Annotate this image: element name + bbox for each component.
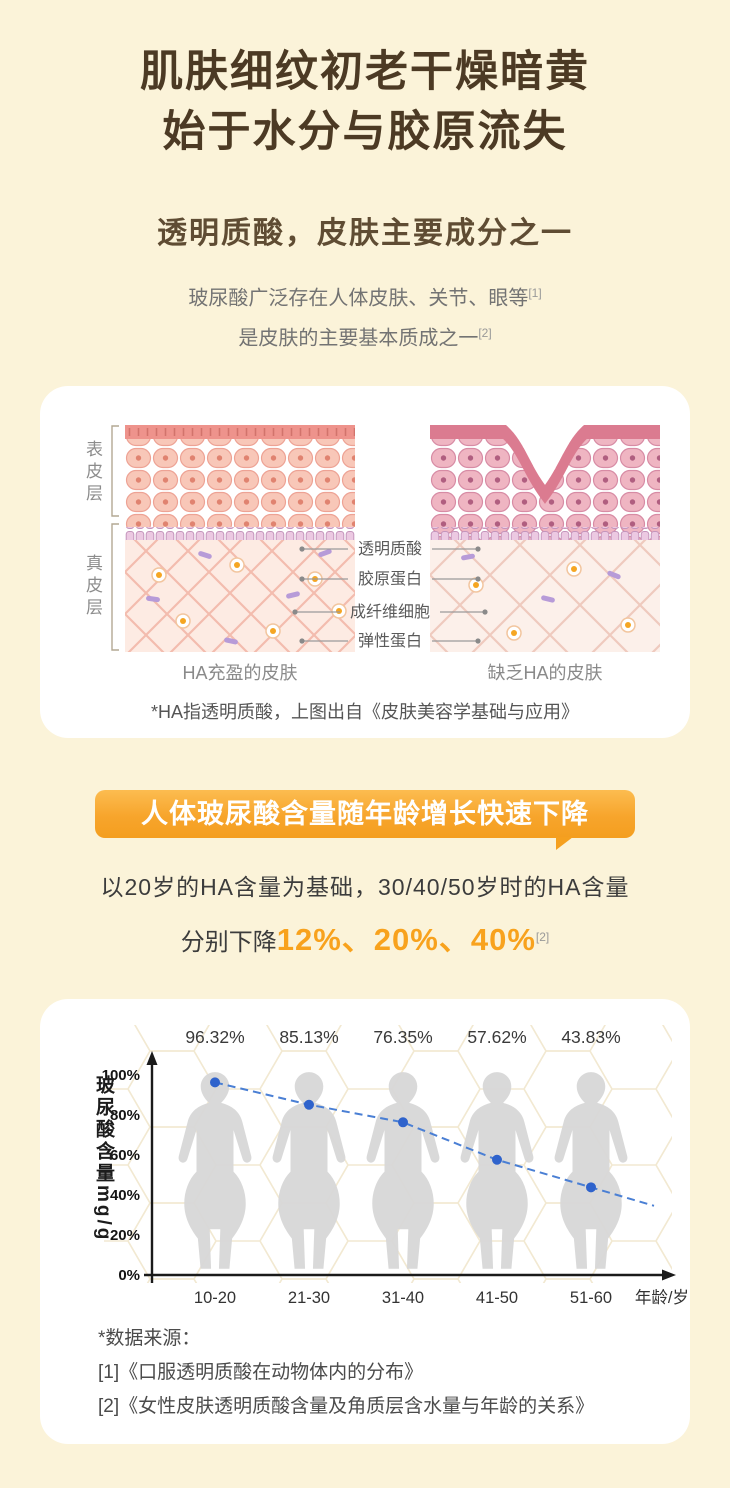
ha-deficient-skin-diagram (430, 424, 660, 652)
desc-line2-ref: [2] (478, 326, 492, 341)
fibroblast-cores (473, 565, 631, 636)
point-value-label: 76.35% (373, 1027, 432, 1047)
page-title: 肌肤细纹初老干燥暗黄 始于水分与胶原流失 (0, 42, 730, 162)
healthy-skin-diagram (125, 424, 355, 652)
skin-diagram-card: 表皮层 真皮层 (40, 385, 690, 738)
x-category-label: 10-20 (194, 1289, 236, 1307)
data-point (586, 1182, 596, 1193)
desc-line2: 是皮肤的主要基本质成之一 (238, 327, 479, 350)
right-diagram-caption: 缺乏HA的皮肤 (487, 663, 602, 683)
y-tick-label: 20% (110, 1227, 140, 1244)
basal-layer (430, 526, 660, 540)
elastin-rods (146, 548, 332, 645)
point-value-label: 57.62% (467, 1027, 526, 1047)
ha-decline-chart: 0% 20% 40% 60% 80% 100% 96.32% 85.13% 76.35% 57.6… (102, 1024, 689, 1307)
layer-brackets (111, 424, 119, 651)
x-category-label: 41-50 (476, 1289, 518, 1307)
x-category-label: 51-60 (570, 1289, 612, 1307)
epidermis-layer-label: 表皮层 (83, 439, 102, 506)
section-subtitle: 透明质酸，皮肤主要成分之一 (157, 217, 573, 251)
label-collagen: 胶原蛋白 (358, 570, 422, 588)
skin-comparison-diagram: 透明质酸 胶原蛋白 成纤维细胞 弹性蛋白 HA充盈的皮肤 缺乏HA的皮肤 (111, 424, 660, 683)
feature-connector-lines (295, 548, 485, 642)
elastin-rods (461, 553, 621, 603)
x-category-label: 21-30 (288, 1289, 330, 1307)
y-axis-arrow (146, 1050, 158, 1065)
wrinkled-epidermis (430, 424, 660, 540)
y-tick-label: 60% (110, 1147, 140, 1164)
chart-card: 玻尿酸含量mg/g 0% 20% 40% 60% 80% 100% 96.32% 85.13%… (40, 998, 690, 1444)
y-tick-label: 80% (110, 1107, 140, 1124)
decline-line2: 分别下降12%、20%、40%[2] (0, 914, 730, 959)
x-axis-arrow (662, 1269, 676, 1281)
source-item-2: [2]《女性皮肤透明质酸含量及角质层含水量与年龄的关系》 (98, 1395, 595, 1417)
dermis-layer-label: 真皮层 (83, 553, 102, 620)
point-value-label: 96.32% (185, 1027, 244, 1047)
epidermis-cells (125, 438, 355, 527)
data-point (210, 1077, 220, 1088)
decline-ref: [2] (535, 929, 550, 944)
title-line-1: 肌肤细纹初老干燥暗黄 (140, 48, 590, 96)
data-point (304, 1099, 314, 1110)
data-point (398, 1116, 408, 1127)
y-axis-title: 玻尿酸含量mg/g (93, 1074, 114, 1243)
stratum-corneum (125, 424, 355, 439)
decline-section: 以20岁的HA含量为基础，30/40/50岁时的HA含量 分别下降12%、20%… (0, 868, 730, 959)
desc-line1-ref: [1] (528, 286, 542, 301)
sources-heading: *数据来源： (98, 1327, 201, 1349)
banner-text: 人体玻尿酸含量随年龄增长快速下降 (141, 798, 589, 829)
y-tick-label: 0% (118, 1267, 140, 1284)
decline-values: 12%、20%、40% (276, 921, 536, 957)
label-fibroblast: 成纤维细胞 (350, 603, 430, 621)
point-value-label: 85.13% (279, 1027, 338, 1047)
hero-description: 玻尿酸广泛存在人体皮肤、关节、眼等[1] 是皮肤的主要基本质成之一[2] (0, 276, 730, 355)
age-decline-banner: 人体玻尿酸含量随年龄增长快速下降 (95, 789, 635, 850)
y-tick-label: 100% (102, 1067, 140, 1084)
data-point (492, 1154, 502, 1165)
desc-line1: 玻尿酸广泛存在人体皮肤、关节、眼等 (188, 288, 529, 311)
hero-section: 肌肤细纹初老干燥暗黄 始于水分与胶原流失 透明质酸，皮肤主要成分之一 玻尿酸广泛… (0, 0, 730, 356)
decline-prefix: 分别下降 (180, 928, 277, 956)
label-elastin: 弹性蛋白 (358, 632, 422, 650)
decline-line1: 以20岁的HA含量为基础，30/40/50岁时的HA含量 (100, 873, 630, 900)
label-hyaluronic-acid: 透明质酸 (358, 540, 422, 558)
x-axis-title-label: 年龄/岁 (635, 1288, 689, 1307)
connector-dots (292, 546, 488, 644)
y-tick-label: 40% (110, 1187, 140, 1204)
point-value-label: 43.83% (561, 1027, 620, 1047)
x-category-label: 31-40 (382, 1289, 424, 1307)
left-diagram-caption: HA充盈的皮肤 (182, 663, 297, 683)
source-item-1: [1]《口服透明质酸在动物体内的分布》 (98, 1361, 424, 1383)
basal-layer (125, 526, 355, 540)
trend-line (214, 1081, 655, 1207)
banner-section: 人体玻尿酸含量随年龄增长快速下降 (0, 789, 730, 850)
title-line-2: 始于水分与胶原流失 (162, 108, 568, 157)
diagram-source-note: *HA指透明质酸，上图出自《皮肤美容学基础与应用》 (150, 701, 579, 722)
data-sources: *数据来源： [1]《口服透明质酸在动物体内的分布》 [2]《女性皮肤透明质酸含… (40, 1326, 690, 1420)
